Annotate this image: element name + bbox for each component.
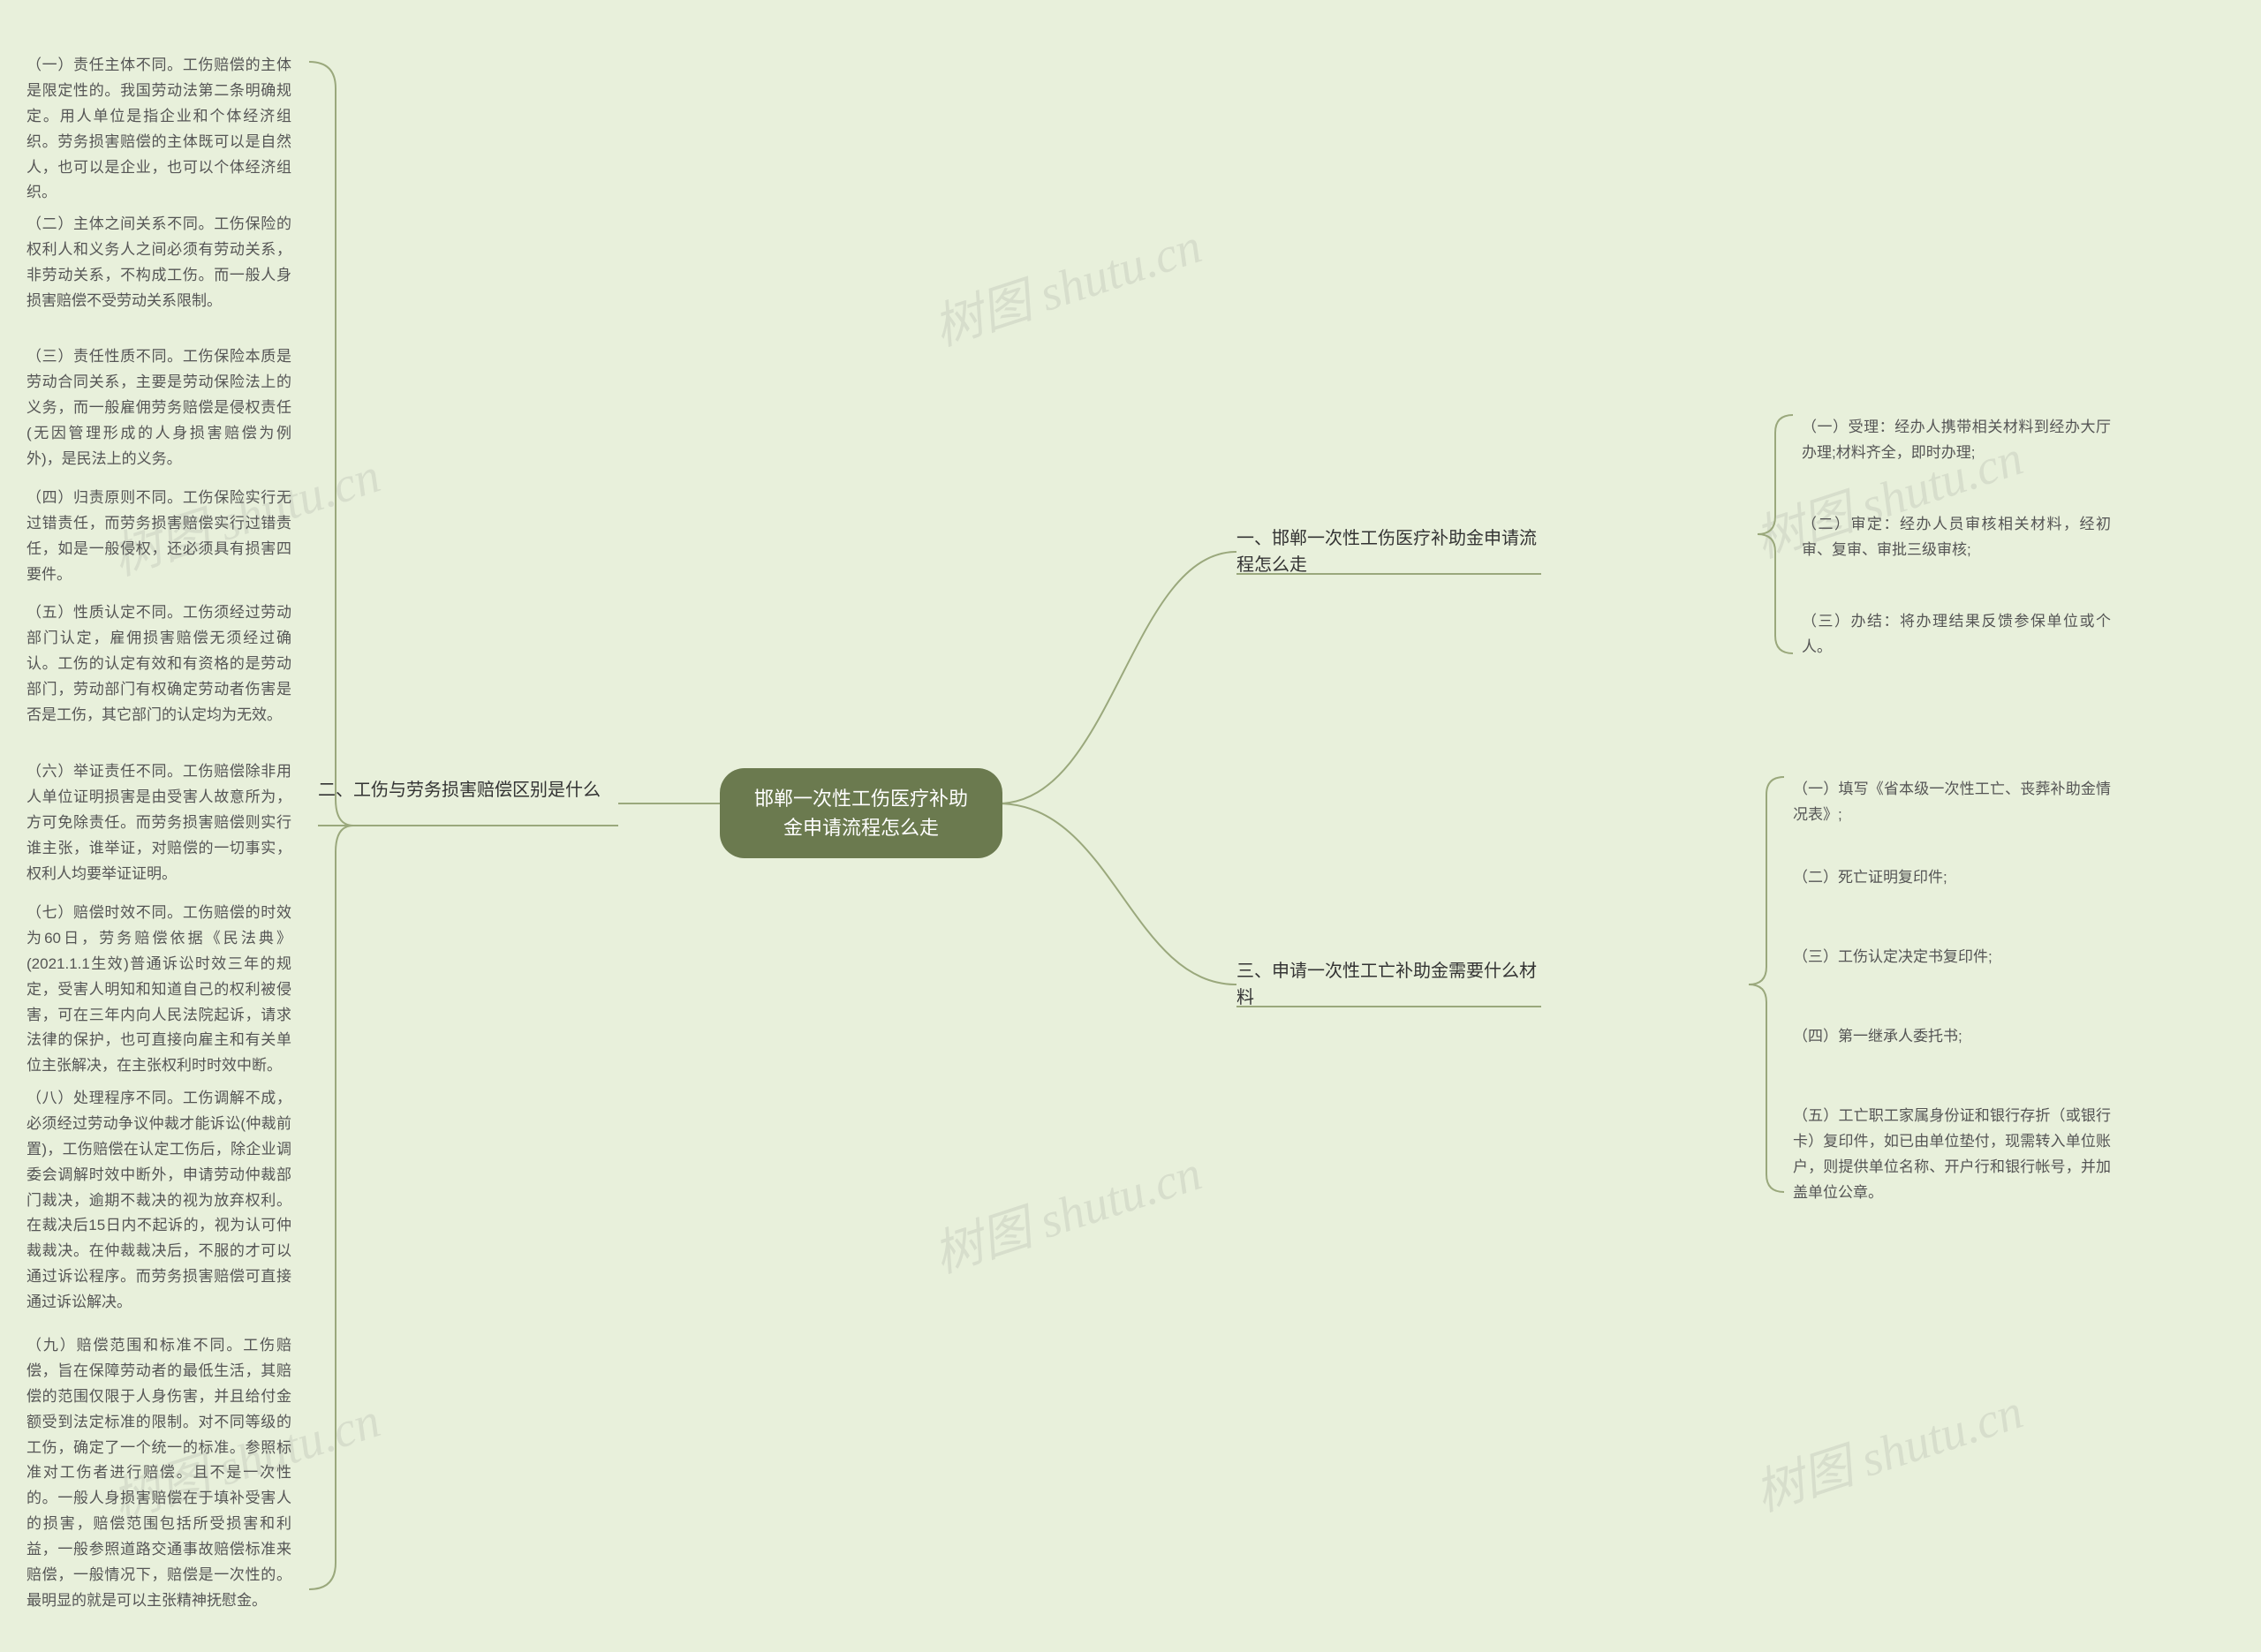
- leaf-b2-6[interactable]: （六）举证责任不同。工伤赔偿除非用人单位证明损害是由受害人故意所为，方可免除责任…: [26, 759, 291, 886]
- leaf-b1-1[interactable]: （一）受理：经办人携带相关材料到经办大厅办理;材料齐全，即时办理;: [1802, 415, 2111, 466]
- watermark: 树图 shutu.cn: [923, 1133, 1209, 1286]
- leaf-b2-4[interactable]: （四）归责原则不同。工伤保险实行无过错责任，而劳务损害赔偿实行过错责任，如是一般…: [26, 486, 291, 588]
- leaf-b2-2[interactable]: （二）主体之间关系不同。工伤保险的权利人和义务人之间必须有劳动关系，非劳动关系，…: [26, 212, 291, 314]
- center-title-line1: 邯郸一次性工伤医疗补助: [754, 788, 968, 810]
- leaf-b2-1[interactable]: （一）责任主体不同。工伤赔偿的主体是限定性的。我国劳动法第二条明确规定。用人单位…: [26, 53, 291, 206]
- center-node[interactable]: 邯郸一次性工伤医疗补助 金申请流程怎么走: [720, 768, 1002, 858]
- leaf-b3-5[interactable]: （五）工亡职工家属身份证和银行存折（或银行卡）复印件，如已由单位垫付，现需转入单…: [1793, 1104, 2111, 1206]
- branch-node-1[interactable]: 一、邯郸一次性工伤医疗补助金申请流程怎么走: [1236, 525, 1537, 578]
- watermark: 树图 shutu.cn: [923, 206, 1209, 359]
- leaf-b2-5[interactable]: （五）性质认定不同。工伤须经过劳动部门认定，雇佣损害赔偿无须经过确认。工伤的认定…: [26, 600, 291, 728]
- center-title-line2: 金申请流程怎么走: [783, 817, 939, 839]
- leaf-b2-8[interactable]: （八）处理程序不同。工伤调解不成，必须经过劳动争议仲裁才能诉讼(仲裁前置)，工伤…: [26, 1086, 291, 1316]
- leaf-b3-2[interactable]: （二）死亡证明复印件;: [1793, 865, 2111, 891]
- leaf-b2-9[interactable]: （九）赔偿范围和标准不同。工伤赔偿，旨在保障劳动者的最低生活，其赔偿的范围仅限于…: [26, 1333, 291, 1614]
- watermark: 树图 shutu.cn: [1744, 1371, 2030, 1525]
- branch-node-3[interactable]: 三、申请一次性工亡补助金需要什么材料: [1236, 958, 1537, 1011]
- bracket-b2: [300, 53, 353, 1598]
- leaf-b3-4[interactable]: （四）第一继承人委托书;: [1793, 1024, 2111, 1050]
- branch-node-2[interactable]: 二、工伤与劳务损害赔偿区别是什么: [318, 777, 618, 803]
- leaf-b1-3[interactable]: （三）办结：将办理结果反馈参保单位或个人。: [1802, 609, 2111, 660]
- bracket-b1: [1758, 406, 1802, 662]
- bracket-b3: [1749, 768, 1793, 1201]
- leaf-b2-3[interactable]: （三）责任性质不同。工伤保险本质是劳动合同关系，主要是劳动保险法上的义务，而一般…: [26, 344, 291, 471]
- leaf-b3-3[interactable]: （三）工伤认定决定书复印件;: [1793, 945, 2111, 970]
- leaf-b2-7[interactable]: （七）赔偿时效不同。工伤赔偿的时效为60日，劳务赔偿依据《民法典》(2021.1…: [26, 901, 291, 1079]
- leaf-b3-1[interactable]: （一）填写《省本级一次性工亡、丧葬补助金情况表》;: [1793, 777, 2111, 828]
- leaf-b1-2[interactable]: （二）审定：经办人员审核相关材料，经初审、复审、审批三级审核;: [1802, 512, 2111, 563]
